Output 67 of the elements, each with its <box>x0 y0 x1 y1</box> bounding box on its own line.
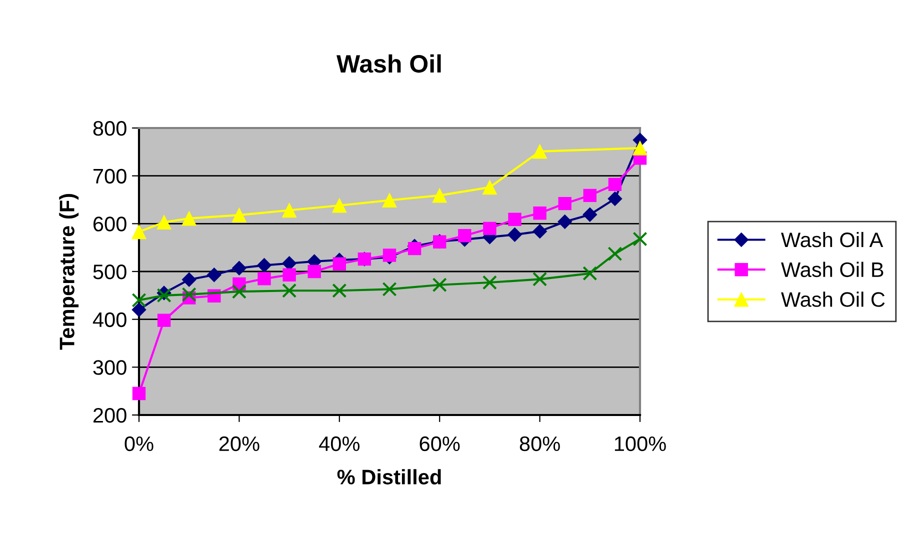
point <box>382 248 396 262</box>
x-axis-title: % Distilled <box>337 469 441 484</box>
point <box>533 206 546 220</box>
point <box>282 202 297 218</box>
point <box>583 188 596 202</box>
x-tick-label: 20% <box>219 436 260 452</box>
point <box>558 214 572 229</box>
point <box>482 275 497 290</box>
legend-label: Wash Oil C <box>781 292 885 307</box>
point <box>308 264 321 278</box>
legend-label: Wash Oil B <box>781 262 884 278</box>
point <box>632 140 648 156</box>
y-tick-label: 500 <box>93 264 126 280</box>
y-tick-label: 400 <box>92 312 126 328</box>
point <box>532 272 548 286</box>
y-axis-title: Temperature (F) <box>59 194 79 350</box>
point <box>408 242 422 256</box>
point <box>132 292 146 308</box>
point <box>258 272 271 286</box>
point <box>332 198 347 213</box>
y-tick-label: 800 <box>93 121 126 136</box>
point <box>608 246 622 262</box>
point <box>558 196 572 210</box>
chart-title: Wash Oil <box>336 54 441 73</box>
x-tick-label: 80% <box>520 436 560 452</box>
point <box>382 282 397 296</box>
legend-label: Wash Oil A <box>781 232 884 248</box>
point <box>232 260 246 276</box>
point <box>282 268 296 282</box>
point <box>508 227 522 242</box>
point <box>458 229 472 242</box>
point <box>532 144 548 159</box>
point <box>582 266 598 281</box>
point <box>232 208 246 222</box>
point <box>257 258 272 273</box>
point <box>482 180 497 195</box>
point <box>608 192 622 206</box>
x-tick-label: 100% <box>614 436 666 452</box>
point <box>132 224 146 240</box>
point <box>282 283 297 298</box>
point <box>582 207 598 222</box>
point <box>132 386 146 400</box>
x-tick-label: 0% <box>124 436 154 452</box>
point <box>206 268 222 282</box>
y-tick-label: 700 <box>94 168 126 184</box>
point <box>432 278 447 292</box>
point <box>156 214 172 230</box>
point <box>182 211 196 226</box>
point <box>182 287 196 302</box>
point <box>483 222 496 236</box>
point <box>632 232 648 246</box>
x-tick-label: 40% <box>319 436 360 452</box>
point <box>132 302 146 317</box>
point <box>432 188 447 203</box>
point <box>332 283 347 298</box>
point <box>508 212 522 226</box>
point <box>157 314 171 327</box>
point <box>382 192 397 208</box>
point <box>232 284 246 299</box>
point <box>332 257 346 270</box>
y-tick-label: 300 <box>93 360 126 375</box>
point <box>608 178 622 192</box>
x-tick-label: 60% <box>420 436 460 452</box>
point <box>182 272 196 287</box>
point <box>532 224 548 239</box>
y-tick-label: 200 <box>93 408 126 423</box>
y-tick-label: 600 <box>93 216 126 232</box>
